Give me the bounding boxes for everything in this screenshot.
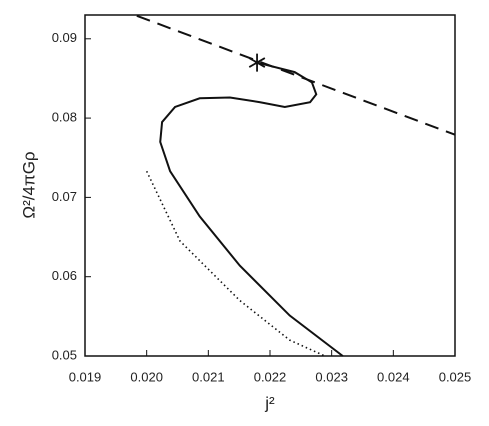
line <box>145 170 326 357</box>
x-tick-label: 0.023 <box>315 369 348 384</box>
y-tick-label: 0.08 <box>52 110 77 125</box>
x-tick-label: 0.022 <box>254 369 287 384</box>
y-tick-label: 0.09 <box>52 30 77 45</box>
x-tick-label: 0.021 <box>192 369 225 384</box>
star-marker <box>248 53 266 72</box>
y-tick-label: 0.06 <box>52 268 77 283</box>
x-tick-label: 0.025 <box>439 369 472 384</box>
x-tick-label: 0.020 <box>130 369 163 384</box>
x-axis-label: j² <box>264 393 275 412</box>
y-axis-label: Ω²/4πGρ <box>19 151 38 218</box>
line <box>159 61 344 357</box>
x-tick-label: 0.024 <box>377 369 410 384</box>
line <box>136 14 456 136</box>
y-tick-label: 0.05 <box>52 347 77 362</box>
y-tick-label: 0.07 <box>52 189 77 204</box>
x-tick-label: 0.019 <box>69 369 102 384</box>
